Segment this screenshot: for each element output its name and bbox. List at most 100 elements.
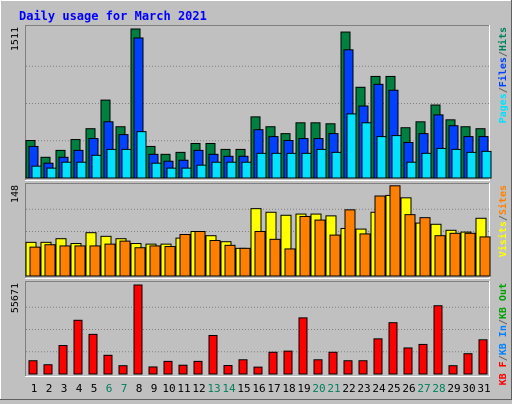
bar bbox=[103, 354, 113, 375]
bar bbox=[106, 148, 117, 179]
bar bbox=[314, 219, 326, 277]
bar bbox=[179, 234, 191, 277]
bar bbox=[119, 240, 131, 277]
bar bbox=[346, 113, 357, 179]
bar bbox=[149, 245, 161, 277]
x-tick-label: 21 bbox=[327, 382, 340, 395]
bar bbox=[269, 238, 281, 277]
bar bbox=[283, 350, 293, 375]
bar bbox=[329, 234, 341, 277]
panel-visits-sites: 148 Visits/Sites bbox=[10, 183, 509, 279]
bar bbox=[58, 345, 68, 375]
series-sites bbox=[29, 185, 491, 277]
legend-entry: KB Out bbox=[498, 283, 509, 319]
bar bbox=[196, 164, 207, 179]
bar bbox=[434, 235, 446, 277]
x-tick-label: 29 bbox=[447, 382, 460, 395]
bar bbox=[28, 360, 38, 375]
bar bbox=[466, 151, 477, 179]
legend-entry: / bbox=[498, 215, 509, 221]
bar bbox=[418, 343, 428, 375]
x-tick-label: 16 bbox=[252, 382, 265, 395]
bar bbox=[239, 247, 251, 277]
bar bbox=[359, 233, 371, 277]
ymax-label: 55671 bbox=[10, 283, 21, 313]
bar bbox=[44, 244, 56, 277]
x-tick-label: 15 bbox=[237, 382, 250, 395]
bar bbox=[73, 319, 83, 375]
legend-entry: / bbox=[498, 87, 509, 93]
bar bbox=[299, 215, 311, 277]
bar bbox=[316, 148, 327, 179]
bar bbox=[148, 366, 158, 375]
series-pages bbox=[31, 113, 492, 179]
bar bbox=[76, 161, 87, 179]
bar bbox=[31, 165, 42, 179]
x-tick-label: 20 bbox=[312, 382, 325, 395]
bar bbox=[178, 364, 188, 375]
bar bbox=[328, 351, 338, 375]
bar bbox=[343, 360, 353, 375]
bar bbox=[256, 152, 267, 179]
bar bbox=[59, 245, 71, 277]
bar bbox=[46, 167, 57, 179]
bar bbox=[43, 364, 53, 375]
x-tick-label: 8 bbox=[136, 382, 143, 395]
legend-entry: Sites bbox=[497, 185, 509, 215]
ymax-label: 1511 bbox=[10, 27, 21, 51]
legend-entry: Hits bbox=[497, 27, 509, 51]
bar bbox=[463, 353, 473, 375]
bar bbox=[254, 231, 266, 277]
bar bbox=[74, 245, 86, 277]
bar bbox=[391, 135, 402, 179]
bar bbox=[373, 338, 383, 375]
legend: Pages/Files/Hits bbox=[497, 27, 509, 123]
bar bbox=[478, 339, 488, 375]
bar bbox=[376, 136, 387, 179]
x-tick-label: 5 bbox=[91, 382, 98, 395]
legend-entry: KB F bbox=[498, 361, 509, 385]
bar bbox=[268, 351, 278, 375]
bar bbox=[479, 236, 491, 277]
bar bbox=[166, 167, 177, 179]
bar bbox=[389, 185, 401, 277]
bar bbox=[241, 161, 252, 179]
bar bbox=[91, 154, 102, 179]
x-tick-label: 9 bbox=[151, 382, 158, 395]
x-tick-label: 19 bbox=[297, 382, 310, 395]
x-tick-label: 4 bbox=[76, 382, 83, 395]
bar bbox=[118, 365, 128, 375]
bar bbox=[226, 161, 237, 179]
bar bbox=[208, 334, 218, 375]
legend-entry: / bbox=[498, 51, 509, 57]
bar bbox=[344, 209, 356, 277]
legend-entry: Visits bbox=[497, 221, 509, 257]
bar bbox=[29, 246, 41, 277]
x-tick-label: 23 bbox=[357, 382, 370, 395]
bar bbox=[404, 214, 416, 277]
bar bbox=[374, 195, 386, 277]
bar bbox=[449, 232, 461, 277]
x-tick-label: 2 bbox=[46, 382, 53, 395]
bar bbox=[104, 243, 116, 277]
bar bbox=[238, 359, 248, 375]
legend: KB F/KB In/KB Out bbox=[498, 283, 509, 385]
x-tick-label: 6 bbox=[106, 382, 113, 395]
bar bbox=[209, 240, 221, 277]
x-tick-label: 17 bbox=[267, 382, 280, 395]
legend-entry: Files bbox=[497, 57, 509, 87]
x-tick-label: 13 bbox=[207, 382, 220, 395]
bar bbox=[88, 333, 98, 375]
bar bbox=[464, 232, 476, 277]
bar bbox=[193, 360, 203, 375]
x-tick-label: 1 bbox=[31, 382, 38, 395]
bar bbox=[451, 148, 462, 179]
x-tick-label: 12 bbox=[192, 382, 205, 395]
x-tick-label: 24 bbox=[372, 382, 386, 395]
legend-entry: Pages bbox=[498, 93, 509, 123]
legend-entry: KB In bbox=[498, 325, 509, 355]
x-tick-label: 11 bbox=[177, 382, 190, 395]
bar bbox=[286, 152, 297, 179]
